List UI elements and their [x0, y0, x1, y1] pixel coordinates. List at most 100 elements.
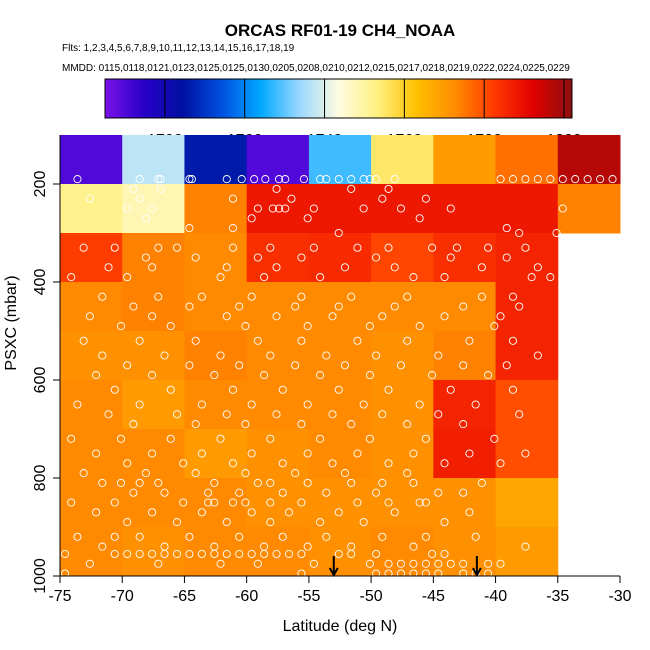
observation-point [297, 420, 306, 429]
observation-point [490, 434, 499, 443]
observation-point [197, 449, 206, 458]
observation-point [228, 194, 238, 203]
heatmap-cell [60, 184, 123, 234]
x-tick-label: -50 [360, 588, 383, 605]
heatmap-cell [246, 331, 310, 381]
observation-point [60, 549, 70, 559]
observation-point [253, 336, 262, 345]
heatmap-cell [495, 184, 559, 234]
heatmap-cell [60, 135, 123, 185]
observation-point [409, 569, 418, 578]
dates-line: MMDD: 0115,0118,0121,0123,0125,0125,0130… [62, 63, 570, 74]
observation-point [471, 532, 480, 541]
observation-point [378, 194, 387, 203]
heatmap-cell [122, 135, 185, 185]
observation-point [129, 302, 138, 311]
observation-point [123, 204, 132, 213]
observation-point [272, 312, 281, 321]
observation-point [141, 253, 150, 262]
heatmap-cell [122, 331, 185, 381]
observation-point [521, 449, 530, 458]
observation-point [365, 559, 374, 568]
observation-point [141, 469, 150, 478]
observation-point [110, 243, 119, 252]
observation-point [384, 243, 393, 252]
observation-point [79, 336, 88, 345]
heatmap-cell [433, 527, 497, 577]
observation-point [459, 569, 468, 578]
heatmap-cell [246, 429, 310, 479]
observation-point [490, 322, 499, 331]
observation-point [347, 292, 356, 301]
observation-point [135, 549, 144, 559]
observation-point [235, 302, 244, 311]
observation-point [365, 175, 374, 184]
observation-point [216, 559, 225, 568]
heatmap-cell [184, 380, 248, 430]
observation-point [390, 302, 399, 311]
observation-point [247, 549, 256, 559]
observation-point [303, 322, 312, 331]
heatmap-cell [122, 527, 185, 577]
observation-point [446, 559, 455, 568]
heatmap-cell [433, 233, 497, 283]
observation-point [297, 292, 306, 301]
observation-point [434, 488, 443, 497]
observation-point [446, 204, 455, 213]
observation-point [334, 302, 343, 311]
observation-point [409, 449, 418, 458]
heatmap-cell [495, 478, 559, 528]
observation-point [135, 478, 144, 487]
observation-point [148, 263, 157, 272]
observation-point [521, 175, 530, 184]
heatmap-cell [246, 233, 310, 283]
observation-point [477, 292, 486, 301]
observation-point [172, 410, 182, 419]
arrow-head [472, 567, 482, 578]
observation-point [185, 549, 194, 559]
observation-point [421, 559, 430, 568]
observation-point [415, 214, 424, 223]
observation-point [67, 434, 76, 443]
observation-point [334, 508, 343, 517]
observation-point [303, 542, 312, 551]
observation-point [347, 184, 356, 193]
observation-point [110, 385, 119, 394]
observation-point [459, 302, 468, 311]
observation-point [129, 184, 138, 193]
observation-point [266, 351, 275, 360]
heatmap-cell [495, 331, 559, 381]
heatmap-cell [433, 184, 497, 234]
observation-point [241, 498, 250, 507]
heatmap-cell [184, 282, 248, 332]
observation-point [428, 549, 437, 559]
observation-point [316, 175, 325, 184]
observation-point [322, 488, 331, 497]
observation-point [297, 336, 306, 345]
observation-point [291, 361, 300, 370]
observation-point [291, 302, 300, 311]
observation-point [187, 175, 196, 184]
observation-point [372, 351, 381, 360]
observation-point [340, 469, 350, 478]
observation-point [253, 559, 262, 568]
axes: -75 -70 -65 -60 -55 -50 -45 -40 -35 -30 200 400 600 8… [32, 135, 632, 605]
observation-point [278, 459, 287, 468]
observation-point [228, 385, 238, 394]
observation-point [92, 371, 101, 380]
observation-point [596, 175, 605, 184]
observation-point [552, 228, 561, 238]
x-tick-label: -75 [48, 588, 71, 605]
heatmap-cell [433, 135, 497, 185]
observation-point [281, 175, 290, 184]
observation-point [156, 175, 165, 184]
observation-point [328, 312, 337, 321]
observation-point [216, 273, 225, 282]
observation-point [185, 361, 194, 370]
observation-point [222, 518, 231, 527]
observation-point [98, 542, 107, 551]
observation-point [571, 175, 580, 184]
observation-point [135, 400, 144, 409]
observation-point [85, 312, 94, 321]
observation-point [197, 508, 206, 517]
